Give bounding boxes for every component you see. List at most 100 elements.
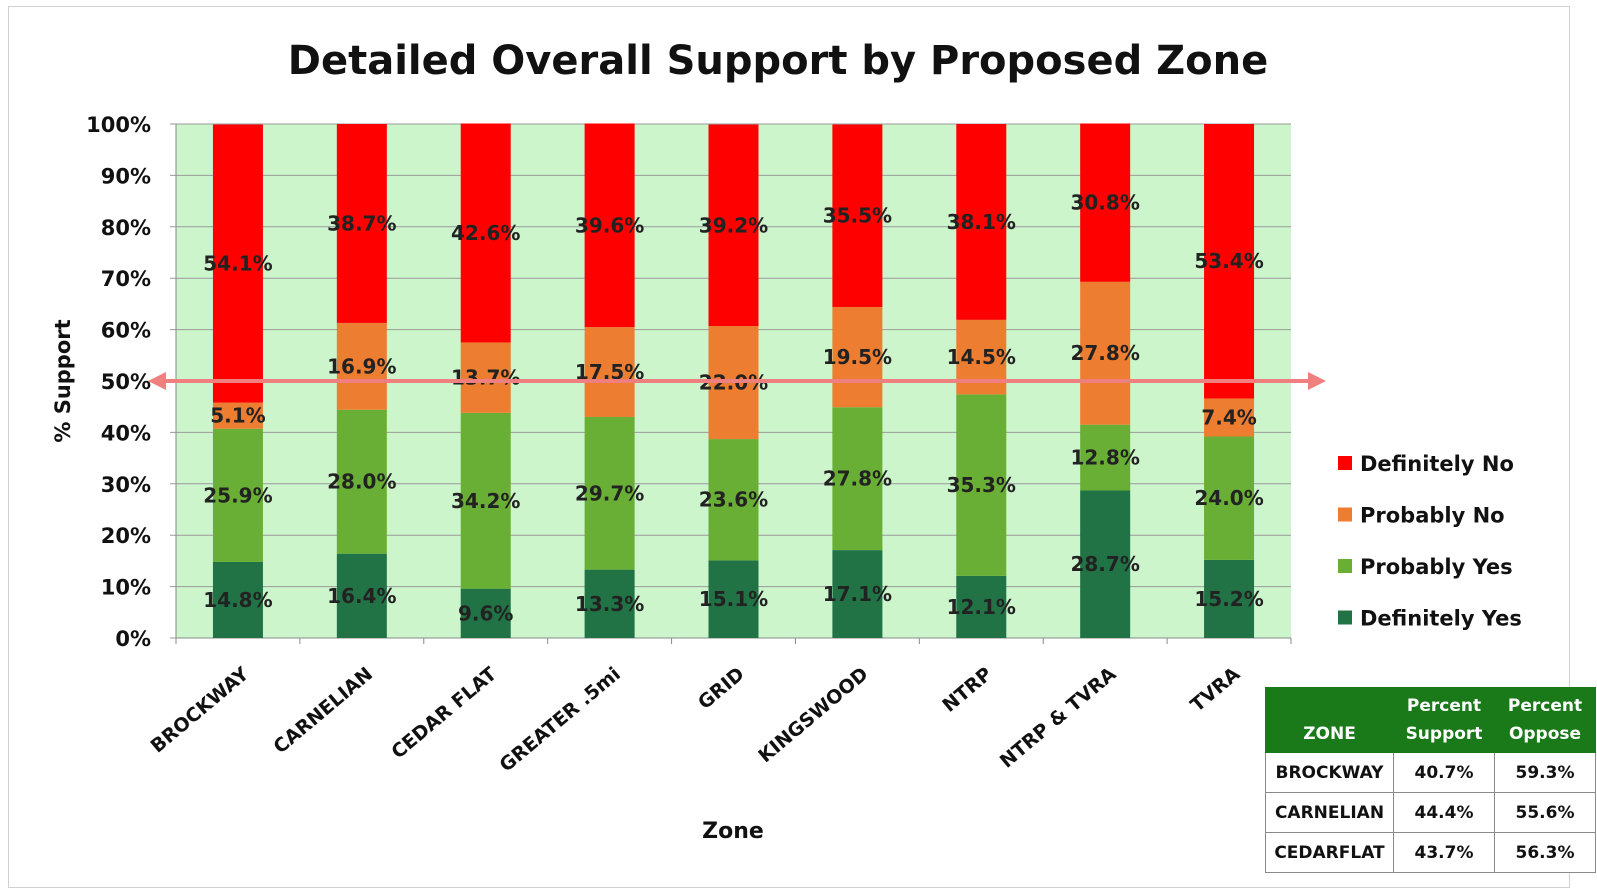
row-zone: BROCKWAY [1265,752,1394,793]
row-oppose: 55.6% [1494,792,1596,833]
bar-segment [584,327,635,417]
data-label: 12.1% [947,595,1016,619]
x-tick-label: GRID [694,663,749,714]
x-tick-label: KINGSWOOD [754,663,872,767]
data-label: 38.7% [327,211,396,235]
legend-swatch [1338,507,1352,522]
data-label: 17.1% [823,582,892,606]
data-label: 5.1% [210,404,265,428]
legend-label: Probably No [1360,504,1505,528]
row-support: 40.7% [1393,752,1495,793]
y-tick-label: 100% [86,113,151,137]
data-label: 29.7% [575,481,644,505]
legend-label: Definitely Yes [1360,607,1522,631]
bar-segment [832,124,883,307]
bar-segment [460,588,511,638]
bar-segment [584,569,635,638]
row-zone: CARNELIAN [1265,792,1394,833]
row-oppose: 59.3% [1494,752,1596,793]
bar-segment [956,394,1007,576]
bar-segment [584,123,635,328]
y-tick-label: 70% [101,267,151,291]
bar-segment [1080,123,1131,282]
legend-swatch [1338,559,1352,573]
data-label: 13.7% [451,366,520,390]
bar-segment [1080,490,1131,638]
data-label: 38.1% [947,210,1016,234]
table-row: BROCKWAY 40.7% 59.3% [1265,752,1596,793]
x-tick-label: GREATER .5mi [495,663,624,777]
table-row: CEDARFLAT 43.7% 56.3% [1265,832,1596,873]
row-support: 43.7% [1393,832,1495,873]
bar-segment [1204,124,1255,399]
x-axis-label: Zone [702,819,764,844]
y-tick-label: 20% [101,524,151,548]
header-percent-oppose: Percent Oppose [1494,687,1596,753]
data-label: 19.5% [823,345,892,369]
data-label: 14.5% [947,345,1016,369]
data-label: 25.9% [203,483,272,507]
data-label: 34.2% [451,489,520,513]
bar-segment [460,123,511,343]
data-label: 14.8% [203,588,272,612]
legend-label: Probably Yes [1360,555,1513,579]
summary-table-header: ZONE Percent Support Percent Oppose [1265,687,1596,753]
data-label: 15.1% [699,587,768,611]
y-axis-label: % Support [51,319,75,442]
fifty-percent-reference-arrow [148,372,1326,390]
y-tick-label: 50% [101,370,151,394]
legend-swatch [1338,456,1352,470]
data-label: 54.1% [203,252,272,276]
legend-label: Definitely No [1360,452,1514,476]
bars [212,123,1255,638]
bar-segment [336,322,387,410]
legend-swatch [1338,610,1352,625]
row-support: 44.4% [1393,792,1495,833]
data-label: 42.6% [451,221,520,245]
data-label: 13.3% [575,592,644,616]
y-tick-label: 10% [101,576,151,600]
data-label: 35.5% [823,204,892,228]
x-tick-label: CARNELIAN [269,663,377,758]
y-tick-label: 0% [115,627,151,651]
row-zone: CEDARFLAT [1265,832,1394,873]
bar-segment [460,342,511,413]
data-label: 30.8% [1070,191,1139,215]
data-label: 27.8% [823,467,892,491]
bar-segment [956,124,1007,320]
data-label: 28.0% [327,470,396,494]
table-row: CARNELIAN 44.4% 55.6% [1265,792,1596,833]
x-tick-label: NTRP & TVRA [996,663,1121,773]
bar-segment [1080,281,1131,425]
bar-segment [956,575,1007,638]
bar-segment [1204,559,1255,638]
bar-segment [708,439,759,561]
data-label: 9.6% [458,601,513,625]
y-tick-label: 60% [101,319,151,343]
bar-segment [336,409,387,554]
data-label: 12.8% [1070,446,1139,470]
bar-segment [212,124,263,403]
bar-segment [832,306,883,408]
data-label: 39.6% [575,213,644,237]
bar-segment [212,402,263,429]
bar-segment [708,560,759,638]
header-zone: ZONE [1265,687,1394,753]
bar-segment [460,412,511,589]
data-label: 39.2% [699,213,768,237]
y-tick-label: 90% [101,164,151,188]
y-tick-label: 80% [101,216,151,240]
data-label: 35.3% [947,473,1016,497]
bar-segment [832,550,883,638]
bar-segment [1204,436,1255,560]
bar-segment [1204,398,1255,437]
data-label: 28.7% [1070,552,1139,576]
legend: Definitely No Probably No Probably Yes Defi… [1338,452,1522,631]
data-label: 27.8% [1070,341,1139,365]
x-tick-label: BROCKWAY [147,663,254,758]
bar-segment [212,561,263,638]
x-tick-label: CEDAR FLAT [387,663,501,763]
bar-segment [832,407,883,551]
header-percent-support: Percent Support [1393,687,1495,753]
